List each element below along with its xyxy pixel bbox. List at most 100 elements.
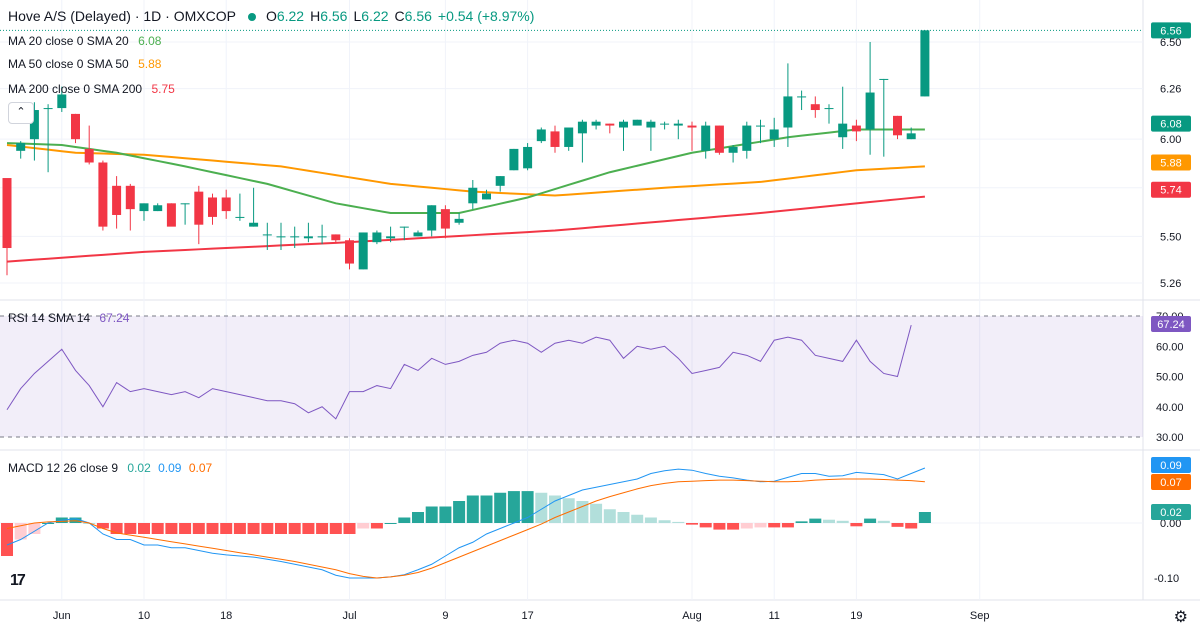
- candle-body: [865, 92, 875, 130]
- candle-body: [125, 185, 135, 210]
- ma20-line: [6, 128, 925, 215]
- tradingview-logo[interactable]: 17: [10, 572, 26, 589]
- candle-body: [646, 121, 656, 128]
- candle-body: [57, 94, 67, 109]
- time-axis-label: Jun: [53, 610, 71, 622]
- price-tick-label: 5.50: [1160, 231, 1181, 243]
- ma20-legend[interactable]: MA 20 close 0 SMA 20 6.08: [8, 33, 161, 49]
- macd-signal-line: [6, 478, 925, 579]
- macd-histogram-bar: [28, 523, 41, 534]
- macd-histogram-bar: [425, 506, 438, 523]
- candle-body: [797, 96, 807, 98]
- candle-body: [427, 205, 437, 231]
- price-tick-label: 6.00: [1160, 134, 1181, 146]
- macd-histogram-bar: [644, 517, 657, 523]
- candle-body: [742, 125, 752, 151]
- macd-histogram-bar: [535, 492, 548, 523]
- candle-body: [783, 96, 793, 128]
- signal-price-label: 0.07: [1160, 477, 1181, 489]
- macd-histogram-bar: [124, 523, 137, 534]
- time-axis-label: 9: [442, 610, 448, 622]
- candle-body: [906, 133, 916, 140]
- candle-body: [84, 148, 94, 163]
- ohlc-low-value: 6.22: [361, 8, 389, 24]
- candle-body: [372, 232, 382, 243]
- macd-histogram-bar: [521, 491, 534, 523]
- macd-histogram-bar: [576, 501, 589, 523]
- macd-label: MACD 12 26 close 9: [8, 461, 119, 475]
- time-axis-label: 11: [768, 610, 779, 622]
- gear-icon[interactable]: ⚙: [1173, 609, 1188, 626]
- candle-body: [893, 115, 902, 136]
- ohlc-change-value: +0.54 (+8.97%): [437, 8, 535, 24]
- macd-legend[interactable]: MACD 12 26 close 9 0.02 0.09 0.07: [8, 460, 212, 476]
- candle-body: [536, 129, 546, 142]
- ohlc-close-value: 6.56: [404, 8, 432, 24]
- ma50-price-label: 5.88: [1160, 158, 1181, 170]
- candle-body: [564, 127, 574, 147]
- macd-histogram-bar: [905, 523, 918, 529]
- rsi-tick-label: 60.00: [1156, 341, 1184, 353]
- candle-body: [619, 121, 628, 128]
- macd-histogram-bar: [918, 512, 931, 523]
- candle-body: [605, 123, 615, 126]
- macd-histogram-bar: [179, 523, 192, 534]
- candle-body: [454, 218, 464, 223]
- ohlc-open-value: 6.22: [276, 8, 305, 24]
- macd-histogram-bar: [220, 523, 233, 534]
- rsi-price-label-bg: [1151, 316, 1191, 332]
- symbol-title[interactable]: Hove A/S (Delayed) · 1D · OMXCOP: [8, 8, 236, 24]
- macd-histogram-bar: [412, 512, 424, 523]
- price-tick-label: 6.50: [1160, 37, 1181, 49]
- time-axis-label: 10: [138, 610, 150, 622]
- candle-body: [71, 113, 80, 140]
- rsi-tick-label: 40.00: [1156, 402, 1184, 414]
- ma20-label: MA 20 close 0 SMA 20: [8, 34, 129, 48]
- candle-body: [345, 240, 354, 264]
- candle-body: [440, 209, 450, 229]
- market-status-dot: [247, 12, 256, 21]
- rsi-price-label: 67.24: [1157, 319, 1185, 331]
- candle-body: [221, 197, 231, 212]
- macd-histogram-bar: [247, 523, 260, 534]
- macd-histogram-bar: [507, 491, 520, 523]
- macd-hist-value: 0.02: [127, 461, 151, 475]
- macd-histogram-bar: [809, 518, 822, 523]
- macd-histogram-bar: [69, 517, 82, 523]
- candle-body: [687, 125, 697, 128]
- macd-histogram-bar: [343, 523, 356, 534]
- ma50-line: [6, 144, 925, 197]
- rsi-band: [0, 316, 1143, 437]
- macd-histogram-bar: [288, 523, 301, 534]
- candle-body: [468, 187, 478, 204]
- candle-body: [43, 108, 53, 110]
- ma200-line: [6, 195, 925, 263]
- ma50-legend[interactable]: MA 50 close 0 SMA 50 5.88: [8, 56, 161, 72]
- candle-body: [2, 178, 12, 249]
- macd-histogram-bar: [466, 495, 479, 523]
- candle-body: [879, 78, 889, 80]
- macd-histogram-bar: [480, 495, 493, 523]
- ma20-price-label: 6.08: [1160, 119, 1181, 131]
- candle-body: [810, 104, 820, 111]
- candle-body: [235, 216, 245, 218]
- rsi-legend[interactable]: RSI 14 SMA 14 67.24: [8, 310, 129, 326]
- chevron-up-icon[interactable]: ⌃: [8, 102, 34, 124]
- ma200-legend[interactable]: MA 200 close 0 SMA 200 5.75: [8, 81, 175, 97]
- hist-price-label: 0.02: [1160, 507, 1181, 519]
- macd-histogram-bar: [590, 503, 603, 523]
- macd-histogram-bar: [631, 514, 644, 523]
- macd-histogram-bar: [192, 523, 205, 534]
- candle-body: [577, 121, 587, 134]
- candle-body: [495, 176, 505, 186]
- candle-body: [920, 30, 930, 97]
- candle-body: [399, 226, 409, 228]
- macd-histogram-bar: [275, 523, 287, 534]
- ma50-label: MA 50 close 0 SMA 50: [8, 57, 129, 71]
- macd-price-label-bg: [1151, 457, 1191, 473]
- candle-body: [276, 236, 286, 238]
- ma20-value: 6.08: [138, 34, 162, 48]
- candle-body: [331, 234, 341, 241]
- macd-histogram-bar: [713, 523, 726, 530]
